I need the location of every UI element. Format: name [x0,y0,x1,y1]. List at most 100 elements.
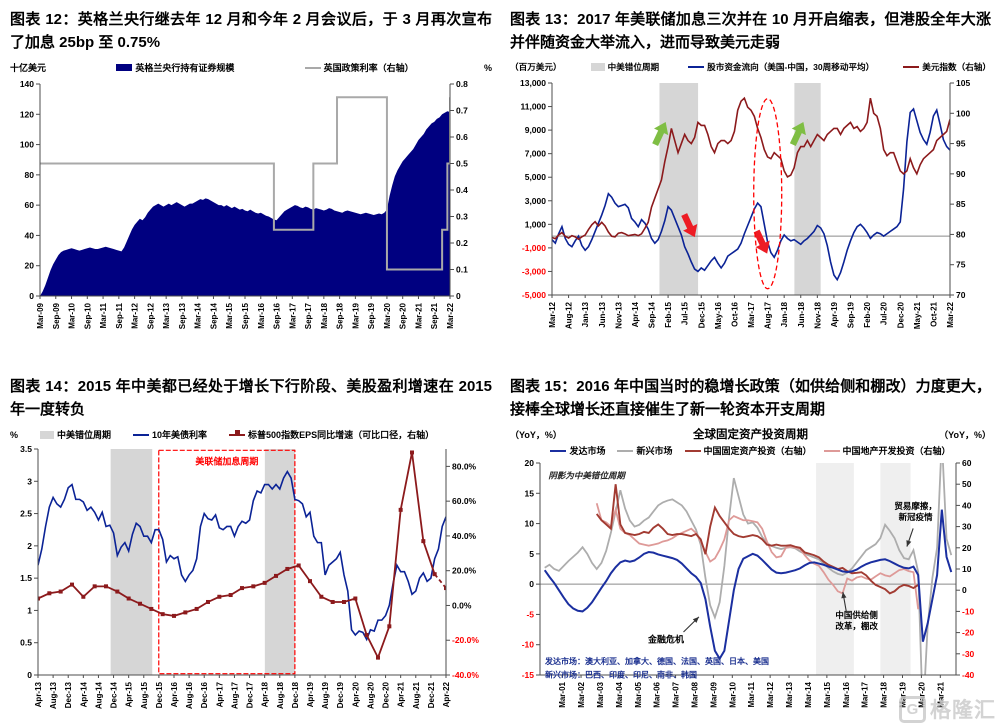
svg-text:Mar-05: Mar-05 [634,681,643,707]
svg-text:-5,000: -5,000 [522,290,546,300]
svg-text:Jan-13: Jan-13 [581,301,590,327]
left-axis-unit: （百万美元） [510,62,562,72]
svg-text:Mar-11: Mar-11 [99,302,108,328]
svg-text:Apr-19: Apr-19 [830,301,839,327]
svg-text:80.0%: 80.0% [452,461,477,471]
svg-text:Mar-22: Mar-22 [446,302,455,328]
svg-text:Apr-21: Apr-21 [397,681,406,707]
chart-14-canvas: 3.5 3 2.5 2 1.5 1 0.5 0 80.0% 60.0% 40.0% 20.0% 0.0%… [20,444,479,709]
band-swatch [590,63,605,71]
svg-text:Jul-20: Jul-20 [880,301,889,325]
svg-text:Mar-09: Mar-09 [709,681,718,707]
svg-text:Jan-18: Jan-18 [780,301,789,327]
svg-text:Sep-12: Sep-12 [146,302,155,329]
right-axis-unit: （YoY，%） [939,430,991,440]
panel-chart-13: 图表 13：2017 年美联储加息三次并在 10 月开启缩表，但港股全年大涨并伴… [500,0,999,367]
legend-item-china-property: 中国地产开发投资（右轴） [823,444,951,457]
chart-14-title: 图表 14：2015 年中美都已经处于增长下行阶段、美股盈利增速在 2015 年… [10,378,492,418]
svg-text:60: 60 [962,458,972,468]
svg-text:Mar-04: Mar-04 [615,681,624,707]
panel-chart-12: 图表 12：英格兰央行继去年 12 月和今年 2 月会议后，于 3 月再次宣布了… [0,0,500,367]
svg-text:May-16: May-16 [714,301,723,329]
svg-text:3,000: 3,000 [525,196,547,206]
svg-text:Aug-12: Aug-12 [565,301,574,329]
svg-text:Aug-20: Aug-20 [366,681,375,709]
svg-text:0.8: 0.8 [456,79,468,89]
svg-text:0.7: 0.7 [456,106,468,116]
chart-15-legend: 发达市场 新兴市场 中国固定资产投资（右轴） 中国地产开发投资（右轴） [510,444,991,457]
svg-text:Jul-15: Jul-15 [681,301,690,325]
svg-text:20: 20 [25,261,35,271]
svg-text:-10: -10 [522,640,535,650]
svg-text:金融危机: 金融危机 [647,633,684,644]
svg-text:Aug-13: Aug-13 [49,681,58,709]
svg-text:Aug-15: Aug-15 [140,681,149,709]
svg-text:Feb-15: Feb-15 [664,301,673,327]
line-marker-swatch [229,433,246,436]
svg-text:3.5: 3.5 [20,444,32,454]
svg-text:105: 105 [956,78,970,88]
svg-text:Dec-20: Dec-20 [896,301,905,328]
svg-text:Sep-15: Sep-15 [241,302,250,329]
line-swatch [304,66,321,69]
legend-item-uk-policy-rate: 英国政策利率（右轴） [304,61,414,74]
svg-text:0: 0 [529,579,534,589]
legend-item-boe-holdings: 英格兰央行持有证券规模 [116,61,234,74]
svg-text:-40: -40 [962,670,975,680]
legend-item-cycle-band: 中美错位周期 [40,428,111,441]
svg-text:-30: -30 [962,649,975,659]
svg-text:Mar-10: Mar-10 [68,302,77,328]
legend-item-china-fai: 中国固定资产投资（右轴） [684,444,812,457]
svg-text:阴影为中美错位周期: 阴影为中美错位周期 [548,471,626,481]
svg-text:Mar-14: Mar-14 [194,302,203,328]
svg-text:9,000: 9,000 [525,125,547,135]
svg-text:Apr-14: Apr-14 [79,681,88,707]
line-swatch [133,433,150,436]
svg-text:Mar-22: Mar-22 [946,301,955,327]
svg-text:Jun-13: Jun-13 [598,301,607,327]
svg-text:-5: -5 [526,609,534,619]
svg-text:120: 120 [20,109,34,119]
svg-text:Mar-13: Mar-13 [785,681,794,707]
svg-text:Mar-06: Mar-06 [653,681,662,707]
svg-text:0.6: 0.6 [456,132,468,142]
svg-text:0.5: 0.5 [456,159,468,169]
legend-item-em: 新兴市场 [617,444,673,457]
svg-text:Mar-20: Mar-20 [383,302,392,328]
svg-text:20: 20 [525,458,535,468]
legend-item-spx-eps: 标普500指数EPS同比增速（可比口径，右轴） [229,428,434,441]
panel-chart-15: 图表 15：2016 年中国当时的稳增长政策（如供给侧和棚改）力度更大，接棒全球… [500,367,999,725]
svg-text:Sep-20: Sep-20 [399,302,408,329]
band-swatch [40,430,55,439]
svg-text:Oct-21: Oct-21 [929,301,938,326]
svg-text:Aug-21: Aug-21 [412,681,421,709]
svg-text:Oct-16: Oct-16 [730,301,739,326]
svg-text:0: 0 [962,585,967,595]
chart-12-title: 图表 12：英格兰央行继去年 12 月和今年 2 月会议后，于 3 月再次宣布了… [10,11,492,51]
svg-text:Mar-17: Mar-17 [861,681,870,707]
svg-text:100: 100 [956,108,970,118]
line-swatch [617,449,634,452]
svg-text:Aug-17: Aug-17 [230,681,239,709]
svg-text:Dec-16: Dec-16 [200,681,209,708]
svg-text:5,000: 5,000 [525,172,547,182]
svg-text:-3,000: -3,000 [522,266,546,276]
svg-text:Apr-14: Apr-14 [631,301,640,327]
svg-text:Dec-13: Dec-13 [64,681,73,708]
svg-text:40: 40 [25,230,35,240]
svg-text:Sep-19: Sep-19 [367,302,376,329]
svg-text:Aug-16: Aug-16 [185,681,194,709]
svg-text:Apr-19: Apr-19 [306,681,315,707]
line-swatch [903,66,920,68]
chart-12-legend: 十亿美元 英格兰央行持有证券规模 英国政策利率（右轴） % [10,61,492,74]
chart-15-title: 图表 15：2016 年中国当时的稳增长政策（如供给侧和棚改）力度更大，接棒全球… [510,378,991,418]
chart-13-canvas: 13,000 11,000 9,000 7,000 5,000 3,000 1,000 -1,… [520,78,970,329]
left-axis-unit: （YoY，%） [510,430,562,440]
svg-text:Mar-08: Mar-08 [690,681,699,707]
svg-text:Sep-11: Sep-11 [115,302,124,328]
watermark-text: 格隆汇 [930,699,996,722]
svg-text:Sep-17: Sep-17 [304,302,313,329]
svg-text:Sep-14: Sep-14 [648,301,657,328]
line-swatch [550,449,567,452]
